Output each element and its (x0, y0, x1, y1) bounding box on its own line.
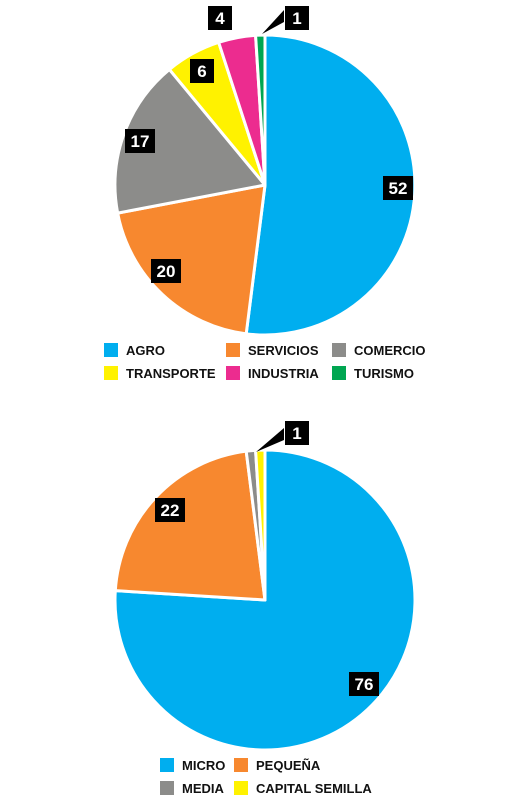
data-label-box-micro (349, 672, 379, 696)
legend-label-media: MEDIA (182, 781, 225, 796)
legend-swatch-comercio (332, 343, 346, 357)
data-label-transporte: 6 (197, 62, 206, 81)
pie-slice-comercio (113, 67, 267, 215)
data-label-box-industria (208, 6, 232, 30)
data-label-servicios: 20 (157, 262, 176, 281)
legend-label-capital-semilla: CAPITAL SEMILLA (256, 781, 372, 796)
data-label-agro: 52 (389, 179, 408, 198)
legend-label-transporte: TRANSPORTE (126, 366, 216, 381)
sectors-legend: AGRO SERVICIOS COMERCIO TRANSPORTE INDUSTRIA… (104, 343, 426, 381)
legend-label-turismo: TURISMO (354, 366, 414, 381)
legend-swatch-micro (160, 758, 174, 772)
data-label-micro: 76 (355, 675, 374, 694)
legend-swatch-media (160, 781, 174, 795)
legend-swatch-pequena (234, 758, 248, 772)
company-size-pie-chart: 76 22 1 (113, 421, 417, 752)
data-label-capital-semilla: 1 (292, 424, 301, 443)
data-label-comercio: 17 (131, 132, 150, 151)
legend-label-pequena: PEQUEÑA (256, 758, 321, 773)
legend-swatch-capital-semilla (234, 781, 248, 795)
pie-slice-micro (113, 448, 417, 752)
data-label-box-turismo (285, 6, 309, 30)
pie-slice-pequena (113, 449, 267, 602)
data-label-box-servicios (151, 259, 181, 283)
legend-swatch-industria (226, 366, 240, 380)
data-label-turismo: 1 (292, 9, 301, 28)
legend-label-micro: MICRO (182, 758, 225, 773)
data-label-box-agro (383, 176, 413, 200)
sectors-pie-chart: 52 20 17 6 4 1 (113, 6, 417, 337)
data-label-box-capital-semilla (285, 421, 309, 445)
data-label-pequena: 22 (161, 501, 180, 520)
data-label-box-transporte (190, 59, 214, 83)
pie-slice-servicios (116, 183, 267, 336)
data-label-box-pequena (155, 498, 185, 522)
data-label-leader-capital-semilla (256, 428, 284, 452)
pie-slice-turismo (254, 33, 267, 187)
legend-label-comercio: COMERCIO (354, 343, 426, 358)
legend-swatch-transporte (104, 366, 118, 380)
pie-slice-agro (244, 33, 417, 337)
legend-label-agro: AGRO (126, 343, 165, 358)
data-label-industria: 4 (215, 9, 225, 28)
legend-swatch-servicios (226, 343, 240, 357)
legend-label-servicios: SERVICIOS (248, 343, 319, 358)
data-label-leader-turismo (262, 10, 284, 34)
legend-label-industria: INDUSTRIA (248, 366, 319, 381)
company-size-legend: MICRO PEQUEÑA MEDIA CAPITAL SEMILLA (160, 758, 372, 796)
legend-swatch-turismo (332, 366, 346, 380)
data-label-box-comercio (125, 129, 155, 153)
legend-swatch-agro (104, 343, 118, 357)
